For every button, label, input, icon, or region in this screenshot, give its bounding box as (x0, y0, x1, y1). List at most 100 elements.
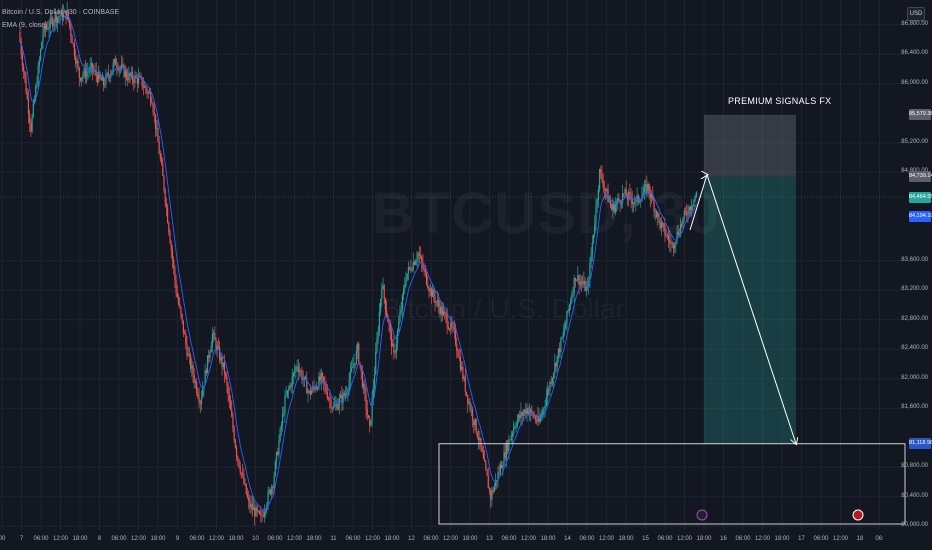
candle-body (421, 256, 423, 263)
candle-body (549, 382, 551, 391)
candle-body (222, 362, 224, 367)
candle-body (465, 391, 468, 395)
candle-body (441, 306, 443, 316)
price-tick-label: 83,200.00 (901, 286, 928, 293)
time-tick-label: 12 (408, 536, 415, 542)
candle-body (208, 355, 210, 358)
candle-body (194, 382, 197, 383)
time-tick-label: 8 (97, 536, 102, 542)
candle-body (210, 345, 212, 353)
candle-body (238, 459, 240, 467)
candle-body (511, 433, 514, 436)
candle-body (24, 71, 26, 79)
candle-body (400, 309, 402, 313)
candle-body (640, 200, 642, 202)
candle-body (618, 198, 620, 201)
candle-body (92, 63, 94, 72)
candle-body (329, 398, 331, 400)
candle-body (665, 235, 667, 237)
candle-body (590, 254, 592, 263)
time-tick-label: 18:00 (150, 536, 166, 542)
candle-body (260, 513, 262, 515)
candle-body (136, 77, 138, 84)
legend-indicator[interactable]: EMA (9, close) (2, 22, 48, 29)
time-tick-label: 13 (486, 536, 493, 542)
legend-title[interactable]: Bitcoin / U.S. Dollar · 30 · COINBASE (2, 9, 120, 16)
candle-body (157, 128, 159, 142)
annotation-text[interactable]: PREMIUM SIGNALS FX (728, 96, 832, 106)
candle-body (663, 223, 665, 226)
candle-body (292, 372, 295, 377)
price-tick-label: 86,400.00 (901, 50, 928, 57)
candle-body (412, 261, 414, 271)
candle-body (332, 406, 334, 409)
candle-body (651, 194, 653, 198)
time-tick-label: 12:00 (754, 536, 771, 542)
candle-body (574, 278, 576, 281)
candle-body (346, 393, 348, 395)
candle-body (409, 267, 411, 269)
candle-body (464, 376, 466, 392)
time-tick-label: 06:00 (189, 536, 205, 542)
candle-body (312, 385, 314, 391)
price-tick-label: 85,200.00 (901, 138, 928, 145)
candle-body (82, 74, 84, 78)
candle-body (531, 409, 533, 413)
candle-body (446, 316, 448, 327)
candle-body (101, 76, 103, 81)
candle-body (258, 511, 261, 514)
candle-body (629, 192, 631, 194)
candle-body (672, 243, 674, 249)
currency-button[interactable]: USD (907, 7, 925, 21)
candle-body (78, 67, 80, 79)
candle-body (62, 12, 65, 20)
candle-body (568, 305, 570, 311)
candle-body (251, 504, 253, 510)
candle-body (197, 392, 199, 397)
candle-body (386, 309, 388, 316)
candle-body (255, 507, 257, 517)
candle-body (179, 303, 181, 307)
candle-body (428, 288, 430, 292)
price-tick-label: 86,000.00 (901, 79, 928, 86)
candle-body (447, 326, 449, 329)
candle-body (432, 289, 434, 297)
time-tick-label: 16 (720, 536, 727, 542)
target-price-label: 81,118.98 (909, 438, 932, 450)
candle-body (553, 373, 555, 379)
candle-body (670, 242, 672, 244)
trade-setup[interactable] (0, 114, 906, 525)
time-tick-label: 06:00 (735, 536, 751, 542)
candle-body (434, 297, 436, 303)
candle-body (528, 412, 531, 415)
candle-body (688, 206, 690, 215)
candle-body (582, 282, 584, 285)
candle-body (517, 415, 520, 421)
candle-body (676, 231, 678, 242)
candle-body (320, 373, 322, 381)
candle-body (614, 204, 616, 212)
event-markers[interactable] (696, 509, 864, 521)
candle-body (532, 412, 534, 417)
candle-body (423, 268, 425, 270)
candle-body (462, 366, 464, 379)
candle-body (644, 184, 647, 187)
candle-body (125, 70, 128, 78)
candle-body (104, 84, 106, 86)
candle-body (635, 198, 637, 203)
candle-body (394, 352, 396, 354)
candle-body (509, 439, 511, 441)
candle-body (605, 188, 607, 191)
candle-body (548, 389, 550, 391)
candle-body (624, 189, 626, 194)
candle-body (272, 486, 274, 488)
candle-body (354, 363, 356, 364)
candle-body (19, 32, 21, 42)
candle-body (311, 390, 313, 395)
candle-body (306, 379, 308, 394)
candle-body (525, 409, 527, 414)
candle-body (73, 43, 76, 56)
candle-body (99, 72, 101, 78)
candle-body (55, 14, 57, 23)
